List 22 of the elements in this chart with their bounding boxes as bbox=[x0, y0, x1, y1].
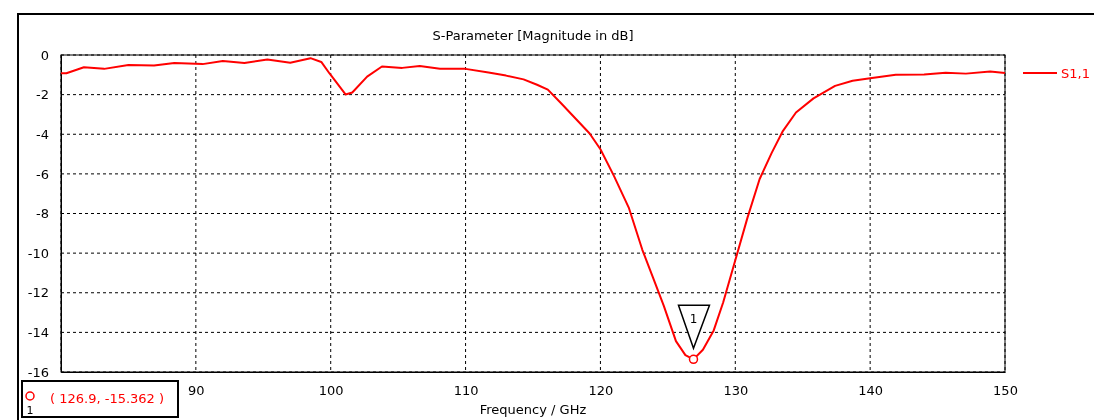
x-tick-label: 110 bbox=[453, 383, 479, 399]
text: ( 126.9, -15.362 ) bbox=[50, 391, 165, 406]
legend-label: S1,1 bbox=[1061, 66, 1090, 82]
y-tick-label: -4 bbox=[36, 126, 49, 142]
x-tick-label: 130 bbox=[723, 383, 749, 399]
x-tick-label: 140 bbox=[858, 383, 884, 399]
x-axis-title: Frequency / GHz bbox=[479, 402, 587, 417]
y-tick-label: -10 bbox=[27, 245, 49, 261]
x-tick-label: 150 bbox=[993, 383, 1018, 399]
x-tick-label: 90 bbox=[188, 383, 205, 399]
annotation: 1 bbox=[689, 312, 698, 327]
y-tick-label: -8 bbox=[36, 206, 49, 222]
x-tick-label: 100 bbox=[318, 383, 344, 399]
y-tick-label: -6 bbox=[36, 166, 49, 182]
y-tick-label: -16 bbox=[27, 364, 49, 380]
y-tick-label: -12 bbox=[27, 285, 49, 301]
y-tick-label: -2 bbox=[36, 87, 49, 103]
y-tick-label: -14 bbox=[27, 325, 49, 341]
chart-title: S-Parameter [Magnitude in dB] bbox=[432, 28, 634, 43]
x-tick-label: 120 bbox=[588, 383, 614, 399]
y-tick-label: 0 bbox=[40, 47, 49, 63]
text: 1 bbox=[26, 404, 34, 417]
